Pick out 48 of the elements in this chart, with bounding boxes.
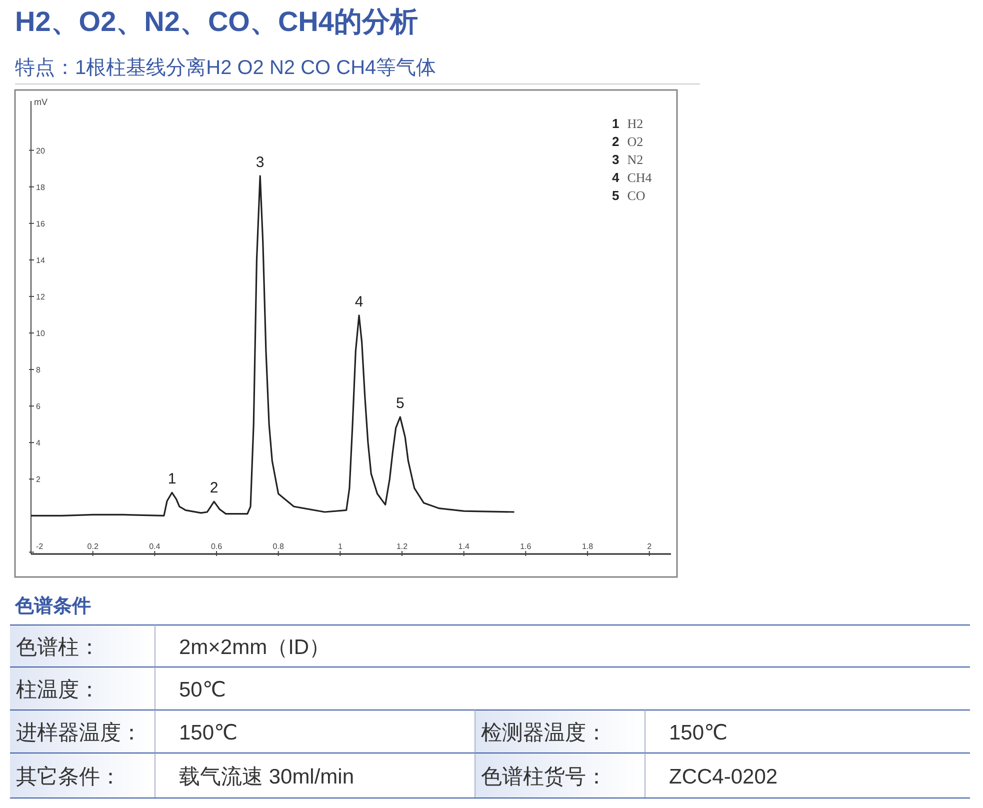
chart-title: H2、O2、N2、CO、CH4的分析 — [15, 6, 418, 37]
y-axis-title: mV — [34, 97, 48, 107]
x-tick-label: 0.8 — [272, 542, 284, 551]
line-series — [30, 175, 516, 516]
annotation: 2 — [210, 480, 218, 497]
y-tick-label: 8 — [36, 366, 41, 375]
y-tick-label: 18 — [36, 182, 46, 192]
annotation: 5 — [396, 395, 404, 412]
annotation: 4 CH4 — [612, 170, 652, 185]
x-tick-label: 0.2 — [87, 542, 99, 551]
y-tick-label: 4 — [36, 438, 41, 448]
y-tick-label: -2 — [36, 542, 44, 551]
text: 色谱柱： — [16, 636, 100, 659]
y-tick-label: 14 — [36, 256, 46, 265]
y-tick-label: 10 — [36, 328, 46, 338]
x-tick-label: 1.8 — [582, 542, 594, 551]
annotation: 4 — [354, 293, 364, 310]
text: 2m×2mm（ID） — [179, 636, 330, 659]
y-tick-label: 12 — [36, 292, 46, 302]
annotation: 1 — [168, 470, 176, 488]
text: 检测器温度： — [481, 722, 607, 744]
text: 进样器温度： — [16, 722, 142, 744]
text: 载气流速 30ml/min — [179, 766, 354, 788]
x-tick-label: 1 — [338, 542, 343, 551]
chart-subtitle: 特点：1根柱基线分离H2 O2 N2 CO CH4等气体 — [15, 57, 436, 79]
text: 50℃ — [179, 678, 226, 702]
annotation: 2 O2 — [612, 134, 644, 149]
x-tick-label: 1.2 — [396, 542, 408, 551]
y-tick-label: 6 — [36, 402, 41, 412]
y-tick-label: 16 — [36, 219, 46, 228]
x-tick-label: 1.6 — [520, 542, 532, 551]
y-tick-label: 20 — [36, 146, 46, 156]
x-tick-label: 0.4 — [149, 542, 161, 551]
annotation: 5 CO — [612, 188, 646, 203]
text: 色谱条件 — [14, 595, 91, 617]
text: 150℃ — [669, 722, 728, 744]
x-tick-label: 1.4 — [458, 542, 470, 551]
annotation: 3 N2 — [612, 152, 644, 167]
annotation: 3 — [256, 154, 264, 171]
text: 150℃ — [179, 722, 238, 744]
text: 其它条件： — [16, 766, 121, 788]
x-tick-label: 0.6 — [210, 542, 223, 551]
x-tick-label: 2 — [647, 542, 652, 551]
text: 色谱柱货号： — [481, 766, 607, 788]
text: ZCC4-0202 — [669, 766, 778, 788]
annotation: 1 H2 — [612, 116, 644, 131]
text: 柱温度： — [16, 678, 100, 702]
y-tick-label: 2 — [36, 475, 41, 484]
